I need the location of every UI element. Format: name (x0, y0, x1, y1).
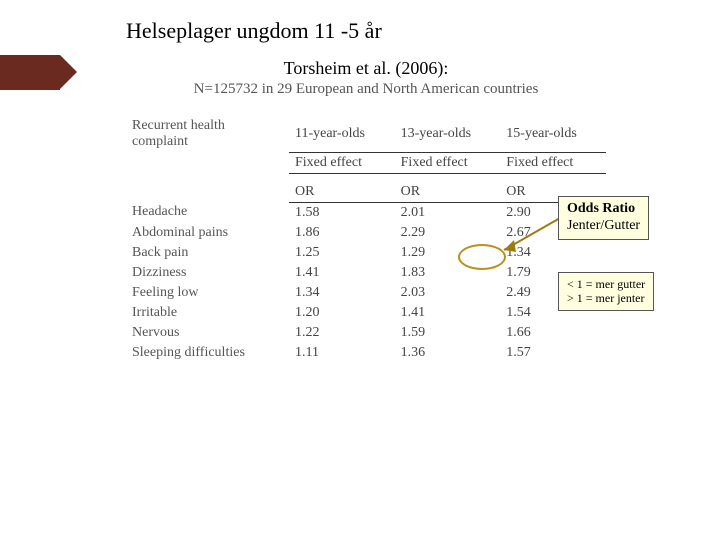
age-col-1: 13-year-olds (395, 116, 501, 152)
callout-legend: < 1 = mer gutter > 1 = mer jenter (558, 272, 654, 311)
accent-bar (0, 55, 60, 90)
row-label: Abdominal pains (126, 223, 289, 243)
cell-value: 1.34 (500, 243, 606, 263)
age-col-0: 11-year-olds (289, 116, 395, 152)
slide-title: Helseplager ungdom 11 -5 år (126, 18, 382, 44)
or-header-row: OR OR OR (126, 173, 606, 202)
reference-title: Torsheim et al. (2006): (126, 58, 606, 79)
callout2-l1: < 1 = mer gutter (567, 277, 645, 291)
age-header-row: Recurrent health complaint 11-year-olds … (126, 116, 606, 152)
cell-value: 2.01 (395, 202, 501, 223)
cell-value: 1.11 (289, 343, 395, 363)
cell-value: 1.36 (395, 343, 501, 363)
cell-value: 1.66 (500, 323, 606, 343)
or-0: OR (289, 173, 395, 202)
odds-ratio-table: Recurrent health complaint 11-year-olds … (126, 116, 606, 363)
age-col-2: 15-year-olds (500, 116, 606, 152)
row-label: Dizziness (126, 263, 289, 283)
row-label: Feeling low (126, 283, 289, 303)
table-row: Irritable1.201.411.54 (126, 303, 606, 323)
cell-value: 1.57 (500, 343, 606, 363)
table-row: Headache1.582.012.90 (126, 202, 606, 223)
callout1-title: Odds Ratio (567, 201, 640, 218)
or-1: OR (395, 173, 501, 202)
callout2-l2: > 1 = mer jenter (567, 291, 645, 305)
cell-value: 2.29 (395, 223, 501, 243)
fixed-effect-row: Fixed effect Fixed effect Fixed effect (126, 152, 606, 173)
callout-odds-ratio: Odds Ratio Jenter/Gutter (558, 196, 649, 240)
cell-value: 1.34 (289, 283, 395, 303)
cell-value: 1.86 (289, 223, 395, 243)
row-label: Nervous (126, 323, 289, 343)
table-row: Back pain1.251.291.34 (126, 243, 606, 263)
cell-value: 1.58 (289, 202, 395, 223)
reference-subtitle: N=125732 in 29 European and North Americ… (126, 81, 606, 98)
row-header-label: Recurrent health complaint (126, 116, 289, 152)
row-label: Irritable (126, 303, 289, 323)
cell-value: 1.41 (289, 263, 395, 283)
cell-value: 2.03 (395, 283, 501, 303)
content-block: Torsheim et al. (2006): N=125732 in 29 E… (126, 58, 606, 363)
fx-0: Fixed effect (289, 152, 395, 173)
table-row: Sleeping difficulties1.111.361.57 (126, 343, 606, 363)
cell-value: 1.20 (289, 303, 395, 323)
table-row: Feeling low1.342.032.49 (126, 283, 606, 303)
cell-value: 1.25 (289, 243, 395, 263)
fx-2: Fixed effect (500, 152, 606, 173)
table-row: Dizziness1.411.831.79 (126, 263, 606, 283)
highlight-circle (458, 244, 506, 270)
table-row: Nervous1.221.591.66 (126, 323, 606, 343)
row-label: Back pain (126, 243, 289, 263)
cell-value: 1.41 (395, 303, 501, 323)
cell-value: 1.22 (289, 323, 395, 343)
callout1-sub: Jenter/Gutter (567, 218, 640, 235)
table-row: Abdominal pains1.862.292.67 (126, 223, 606, 243)
fx-1: Fixed effect (395, 152, 501, 173)
row-label: Headache (126, 202, 289, 223)
cell-value: 1.59 (395, 323, 501, 343)
row-label: Sleeping difficulties (126, 343, 289, 363)
